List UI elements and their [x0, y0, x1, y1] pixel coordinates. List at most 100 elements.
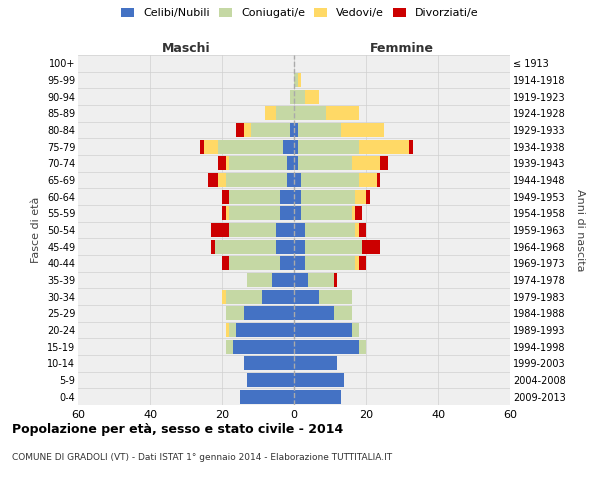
- Bar: [280, 206, 294, 220]
- Bar: [229, 190, 280, 204]
- Bar: [298, 140, 359, 154]
- Bar: [294, 73, 298, 87]
- Bar: [287, 173, 294, 187]
- Bar: [247, 373, 294, 387]
- Bar: [226, 323, 229, 337]
- Bar: [251, 123, 290, 137]
- Bar: [294, 156, 298, 170]
- Bar: [334, 306, 352, 320]
- Bar: [355, 190, 366, 204]
- Bar: [380, 156, 388, 170]
- Bar: [222, 206, 226, 220]
- Bar: [352, 323, 359, 337]
- Bar: [226, 206, 229, 220]
- Bar: [218, 140, 283, 154]
- Bar: [294, 106, 326, 120]
- Text: Popolazione per età, sesso e stato civile - 2014: Popolazione per età, sesso e stato civil…: [12, 422, 343, 436]
- Bar: [301, 173, 359, 187]
- Bar: [301, 190, 355, 204]
- Text: COMUNE DI GRADOLI (VT) - Dati ISTAT 1° gennaio 2014 - Elaborazione TUTTITALIA.IT: COMUNE DI GRADOLI (VT) - Dati ISTAT 1° g…: [12, 452, 392, 462]
- Bar: [294, 290, 319, 304]
- Bar: [352, 156, 380, 170]
- Bar: [355, 206, 362, 220]
- Bar: [294, 356, 337, 370]
- Bar: [222, 256, 229, 270]
- Bar: [359, 340, 366, 354]
- Bar: [290, 123, 294, 137]
- Bar: [298, 156, 352, 170]
- Bar: [236, 323, 294, 337]
- Bar: [280, 256, 294, 270]
- Bar: [200, 140, 204, 154]
- Bar: [229, 323, 236, 337]
- Bar: [308, 273, 334, 287]
- Bar: [276, 223, 294, 237]
- Bar: [226, 173, 287, 187]
- Y-axis label: Anni di nascita: Anni di nascita: [575, 188, 585, 271]
- Bar: [294, 323, 352, 337]
- Bar: [341, 123, 384, 137]
- Bar: [226, 340, 233, 354]
- Bar: [276, 106, 294, 120]
- Bar: [305, 223, 355, 237]
- Bar: [294, 306, 334, 320]
- Bar: [305, 90, 319, 104]
- Bar: [366, 190, 370, 204]
- Bar: [352, 206, 355, 220]
- Bar: [301, 206, 352, 220]
- Bar: [211, 223, 229, 237]
- Bar: [229, 206, 280, 220]
- Bar: [218, 156, 226, 170]
- Bar: [294, 123, 298, 137]
- Bar: [215, 240, 276, 254]
- Bar: [294, 340, 359, 354]
- Bar: [240, 390, 294, 404]
- Y-axis label: Fasce di età: Fasce di età: [31, 197, 41, 263]
- Bar: [326, 106, 359, 120]
- Bar: [229, 156, 287, 170]
- Bar: [359, 173, 377, 187]
- Bar: [305, 240, 362, 254]
- Text: Maschi: Maschi: [161, 42, 211, 55]
- Bar: [222, 290, 226, 304]
- Bar: [265, 106, 276, 120]
- Bar: [222, 190, 229, 204]
- Bar: [287, 156, 294, 170]
- Bar: [294, 240, 305, 254]
- Bar: [208, 173, 218, 187]
- Bar: [283, 140, 294, 154]
- Bar: [247, 273, 272, 287]
- Bar: [409, 140, 413, 154]
- Bar: [244, 123, 251, 137]
- Bar: [294, 223, 305, 237]
- Bar: [362, 240, 380, 254]
- Bar: [377, 173, 380, 187]
- Bar: [355, 223, 359, 237]
- Bar: [294, 373, 344, 387]
- Bar: [233, 340, 294, 354]
- Bar: [359, 140, 409, 154]
- Bar: [294, 190, 301, 204]
- Bar: [280, 190, 294, 204]
- Bar: [334, 273, 337, 287]
- Bar: [359, 256, 366, 270]
- Bar: [204, 140, 218, 154]
- Bar: [298, 73, 301, 87]
- Bar: [226, 306, 244, 320]
- Bar: [229, 256, 280, 270]
- Bar: [355, 256, 359, 270]
- Bar: [294, 256, 305, 270]
- Bar: [226, 290, 262, 304]
- Bar: [294, 173, 301, 187]
- Bar: [211, 240, 215, 254]
- Bar: [319, 290, 352, 304]
- Bar: [244, 306, 294, 320]
- Bar: [294, 273, 308, 287]
- Bar: [244, 356, 294, 370]
- Bar: [359, 223, 366, 237]
- Bar: [276, 240, 294, 254]
- Bar: [272, 273, 294, 287]
- Legend: Celibi/Nubili, Coniugati/e, Vedovi/e, Divorziati/e: Celibi/Nubili, Coniugati/e, Vedovi/e, Di…: [119, 6, 481, 20]
- Bar: [294, 140, 298, 154]
- Bar: [218, 173, 226, 187]
